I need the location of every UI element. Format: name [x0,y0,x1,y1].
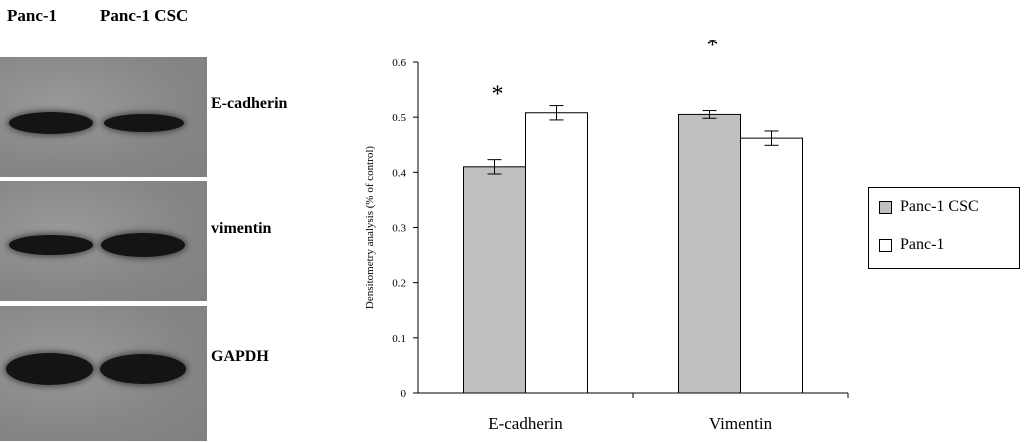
blot-label-vimentin: vimentin [211,220,272,237]
band-ecadherin-panc1 [9,112,93,134]
x-tick-label-1: Vimentin [709,414,773,433]
y-tick-label-6: 0.6 [392,57,406,69]
band-gapdh-panc1-csc [100,354,186,384]
lane-label-panc1: Panc-1 [7,6,58,25]
y-tick-label-0: 0 [401,388,407,400]
legend-item-panc1-csc: Panc-1 CSC [879,198,979,216]
band-vimentin-panc1-csc [101,233,185,257]
y-tick-label-5: 0.5 [392,112,406,124]
bar-1-0 [678,113,741,394]
x-tick-label-0: E-cadherin [488,414,563,433]
y-tick-label-3: 0.3 [392,223,406,235]
legend-label-panc1: Panc-1 [900,236,945,253]
blot-strip-ecadherin [0,57,207,177]
bar-0-0 [463,166,526,394]
y-tick-label-4: 0.4 [392,167,406,179]
bar-chart: 0 0.1 0.2 0.3 0.4 0.5 0.6 Densitometry analysis… [364,40,849,433]
bar-0-1 [525,112,588,394]
bar-1-1 [740,137,803,394]
y-tick-label-1: 0.1 [392,333,406,345]
y-axis-label: Densitometry analysis (% of control) [364,146,376,309]
legend-item-panc1: Panc-1 [879,236,944,254]
blot-label-ecadherin: E-cadherin [211,95,288,112]
legend-swatch-panc1 [879,238,892,252]
chart-legend: Panc-1 CSC Panc-1 [868,187,1020,269]
band-vimentin-panc1 [9,235,93,255]
blot-label-gapdh: GAPDH [211,348,269,365]
significance-marker-1: * [707,40,719,59]
y-tick-label-2: 0.2 [392,278,406,290]
band-gapdh-panc1 [6,353,93,385]
legend-swatch-panc1-csc [879,200,892,214]
lane-label-panc1-csc: Panc-1 CSC [100,6,189,25]
blot-strip-gapdh [0,306,207,441]
legend-label-panc1-csc: Panc-1 CSC [900,198,979,215]
blot-strip-vimentin [0,181,207,301]
significance-marker-0: * [492,82,504,108]
band-ecadherin-panc1-csc [104,114,184,132]
